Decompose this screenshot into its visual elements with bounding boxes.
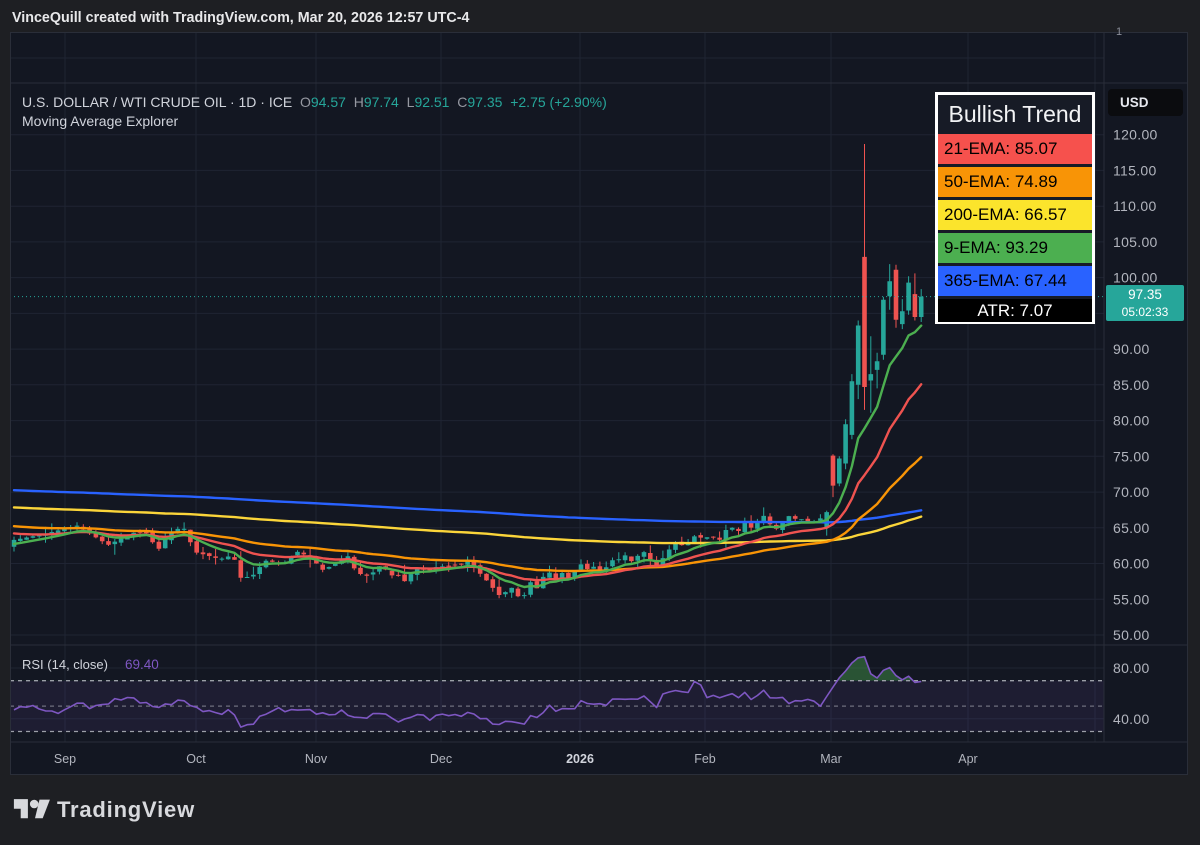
- svg-text:55.00: 55.00: [1113, 591, 1150, 607]
- svg-text:80.00: 80.00: [1113, 660, 1150, 676]
- svg-text:Mar: Mar: [820, 752, 842, 766]
- svg-text:Feb: Feb: [694, 752, 716, 766]
- svg-text:50.00: 50.00: [1113, 627, 1150, 643]
- svg-text:100.00: 100.00: [1113, 270, 1158, 286]
- svg-text:Moving Average Explorer: Moving Average Explorer: [22, 113, 178, 129]
- svg-text:Nov: Nov: [305, 752, 328, 766]
- svg-text:Apr: Apr: [958, 752, 977, 766]
- svg-text:80.00: 80.00: [1113, 413, 1150, 429]
- svg-text:2026: 2026: [566, 752, 594, 766]
- svg-text:Sep: Sep: [54, 752, 76, 766]
- svg-text:Dec: Dec: [430, 752, 452, 766]
- svg-text:Oct: Oct: [186, 752, 206, 766]
- svg-text:40.00: 40.00: [1113, 711, 1150, 727]
- svg-text:85.00: 85.00: [1113, 377, 1150, 393]
- svg-text:U.S. DOLLAR / WTI CRUDE OIL ·: U.S. DOLLAR / WTI CRUDE OIL · 1D · ICE O…: [22, 94, 607, 110]
- svg-text:69.40: 69.40: [125, 657, 159, 672]
- svg-text:60.00: 60.00: [1113, 556, 1150, 572]
- svg-text:120.00: 120.00: [1113, 127, 1158, 143]
- svg-text:65.00: 65.00: [1113, 520, 1150, 536]
- svg-text:70.00: 70.00: [1113, 484, 1150, 500]
- svg-text:105.00: 105.00: [1113, 234, 1158, 250]
- svg-text:90.00: 90.00: [1113, 341, 1150, 357]
- svg-text:75.00: 75.00: [1113, 448, 1150, 464]
- svg-text:115.00: 115.00: [1113, 162, 1157, 178]
- svg-text:RSI (14, close): RSI (14, close): [22, 657, 108, 672]
- svg-text:110.00: 110.00: [1113, 198, 1157, 214]
